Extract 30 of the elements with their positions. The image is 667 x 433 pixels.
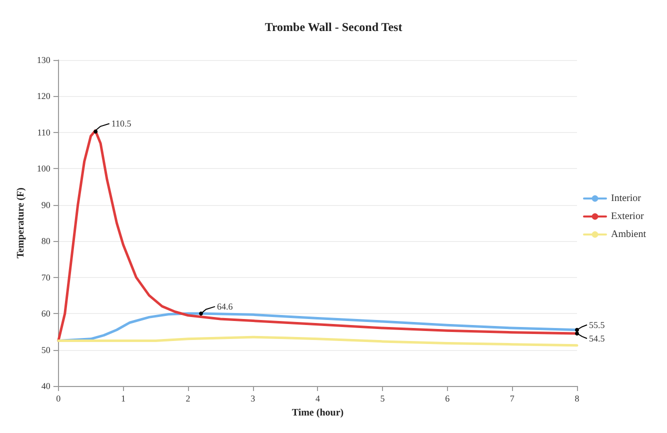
y-tick-label: 90 (41, 200, 51, 210)
x-tick-label: 4 (315, 394, 320, 404)
y-tick-label: 70 (41, 272, 51, 282)
y-tick-label: 110 (37, 127, 51, 138)
y-axis-title: Temperature (F) (16, 188, 26, 258)
legend-label: Interior (611, 193, 642, 204)
annotation: 110.5 (111, 118, 132, 129)
x-axis-title: Time (hour) (292, 408, 344, 418)
x-tick-label: 6 (445, 394, 450, 404)
x-tick-label: 0 (56, 394, 62, 404)
annotation: 54.5 (589, 333, 606, 344)
x-tick-label: 8 (574, 394, 580, 404)
x-tick-label: 1 (120, 394, 126, 404)
chart-title: Trombe Wall - Second Test (264, 20, 402, 34)
line-series (57, 336, 578, 347)
y-tick-label: 50 (41, 344, 51, 355)
y-tick-label: 80 (41, 236, 51, 246)
annotation: 55.5 (589, 320, 606, 330)
y-tick-label: 130 (36, 55, 51, 65)
x-tick-label: 5 (380, 394, 386, 404)
x-tick-label: 3 (250, 394, 256, 404)
y-tick-label: 60 (41, 308, 51, 319)
x-tick-label: 7 (510, 394, 515, 404)
annotation: 64.6 (217, 302, 234, 312)
y-tick-label: 120 (36, 91, 51, 102)
legend-label: Exterior (611, 211, 644, 222)
y-tick-label: 40 (41, 381, 51, 391)
x-tick-label: 2 (186, 394, 190, 404)
legend-label: Ambient (611, 229, 646, 240)
y-tick-label: 100 (36, 164, 51, 174)
